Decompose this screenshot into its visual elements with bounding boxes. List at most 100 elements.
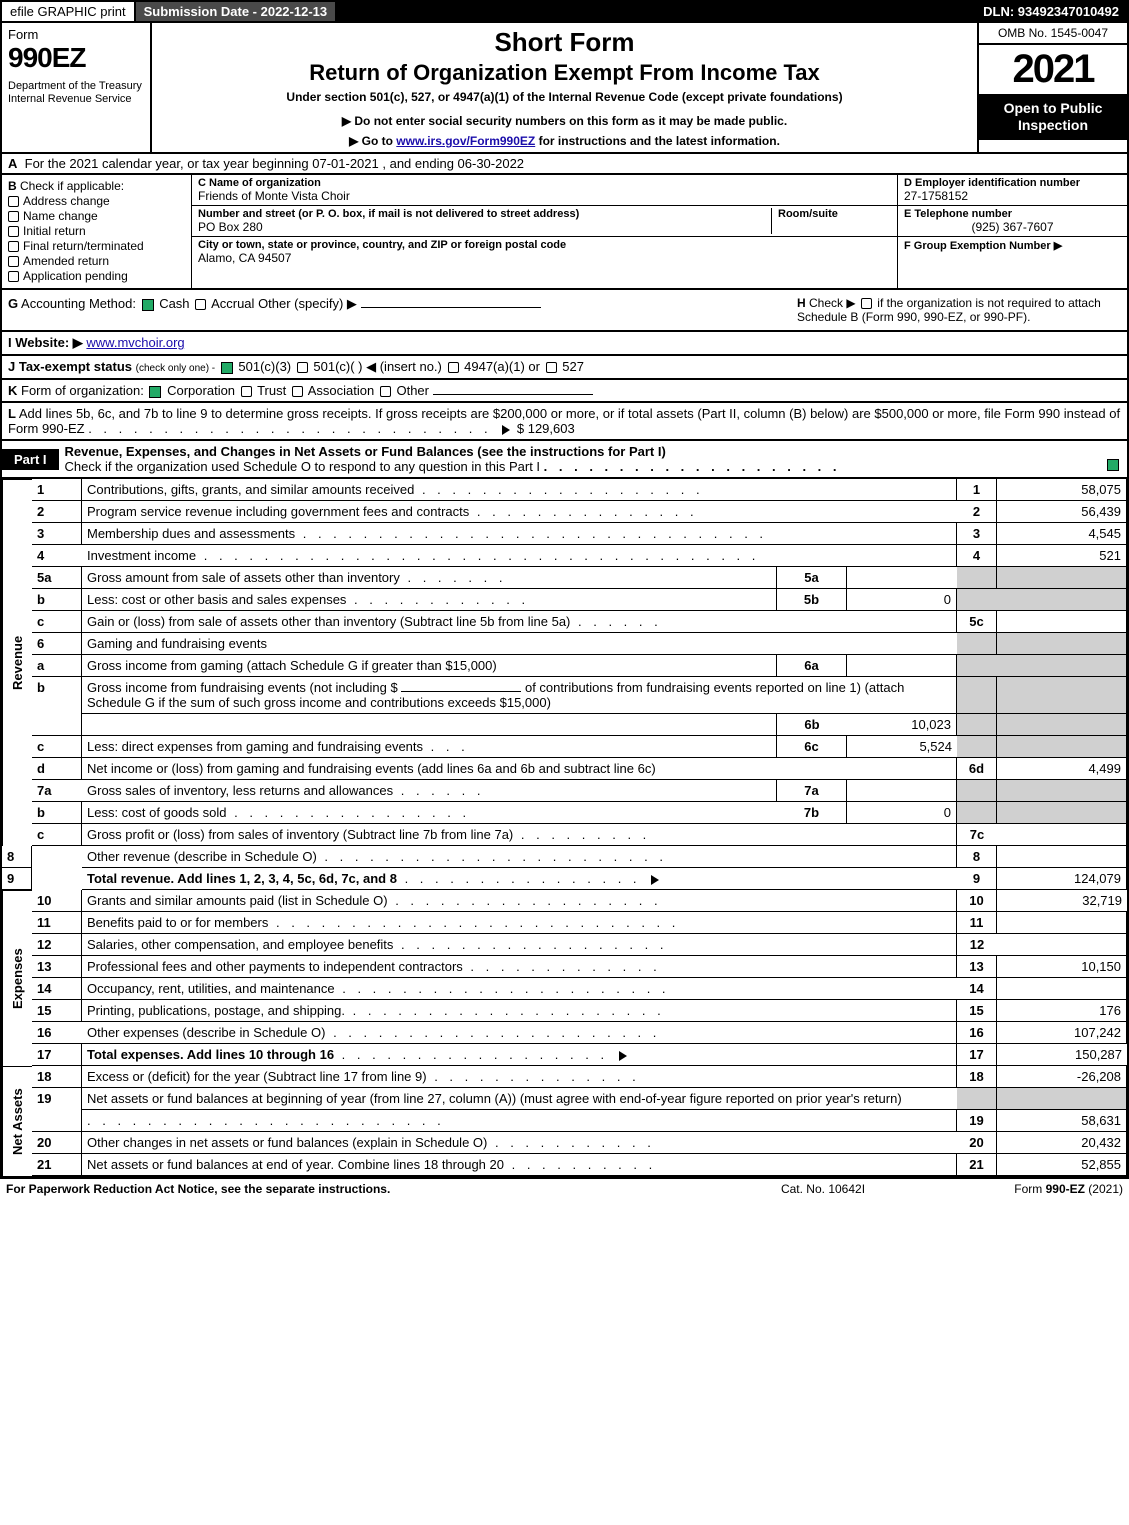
chk-name-change[interactable]: Name change — [8, 209, 185, 223]
amt-17: 150,287 — [997, 1044, 1127, 1066]
ln-6a: a — [32, 655, 82, 677]
short-form-title: Short Form — [162, 27, 967, 58]
checkbox-accrual-icon[interactable] — [195, 299, 206, 310]
instr2-post: for instructions and the latest informat… — [535, 134, 780, 148]
desc-7b: Less: cost of goods sold . . . . . . . .… — [82, 802, 777, 824]
line-g-label: G — [8, 296, 18, 311]
other-specify-input[interactable] — [361, 307, 541, 308]
other-k-input[interactable] — [433, 394, 593, 395]
header-right: OMB No. 1545-0047 2021 Open to Public In… — [977, 23, 1127, 152]
box-16: 16 — [957, 1022, 997, 1044]
chk-amended-return[interactable]: Amended return — [8, 254, 185, 268]
section-bcdef: B Check if applicable: Address change Na… — [0, 175, 1129, 290]
opt-527: 527 — [562, 359, 584, 374]
checkbox-other-icon[interactable] — [380, 386, 391, 397]
org-name-label: C Name of organization — [198, 177, 891, 189]
opt-501c3: 501(c)(3) — [238, 359, 291, 374]
form-header: Form 990EZ Department of the Treasury In… — [0, 23, 1129, 154]
shade-6b1 — [957, 677, 997, 714]
ln-5a: 5a — [32, 567, 82, 589]
shade-7a — [957, 780, 997, 802]
ln-16: 16 — [32, 1022, 82, 1044]
ln-3: 3 — [32, 523, 82, 545]
desc-12: Salaries, other compensation, and employ… — [82, 934, 957, 956]
amt-8 — [997, 846, 1127, 868]
checkbox-cash-checked-icon[interactable] — [142, 299, 154, 311]
box-15: 15 — [957, 1000, 997, 1022]
checkbox-527-icon[interactable] — [546, 362, 557, 373]
desc-6b-1: Gross income from fundraising events (no… — [82, 677, 957, 714]
box-13: 13 — [957, 956, 997, 978]
desc-6a: Gross income from gaming (attach Schedul… — [82, 655, 777, 677]
omb-number: OMB No. 1545-0047 — [979, 23, 1127, 45]
tel-label: E Telephone number — [904, 208, 1121, 220]
chk-initial-return[interactable]: Initial return — [8, 224, 185, 238]
form-word: Form — [8, 27, 144, 42]
top-bar: efile GRAPHIC print Submission Date - 20… — [0, 0, 1129, 23]
checkbox-icon — [8, 256, 19, 267]
amt-9: 124,079 — [997, 868, 1127, 890]
checkbox-assoc-icon[interactable] — [292, 386, 303, 397]
amt-15: 176 — [997, 1000, 1127, 1022]
opt-other-k: Other — [396, 383, 429, 398]
dots: . . . . . . . . . . . . . . . . . . . . — [544, 459, 841, 474]
checkbox-501c-icon[interactable] — [297, 362, 308, 373]
tel-value: (925) 367-7607 — [904, 220, 1121, 234]
contrib-input[interactable] — [401, 691, 521, 692]
desc-19a: Net assets or fund balances at beginning… — [82, 1088, 957, 1110]
website-link[interactable]: www.mvchoir.org — [86, 335, 184, 350]
checkbox-501c3-checked-icon[interactable] — [221, 362, 233, 374]
checkbox-h-icon[interactable] — [861, 298, 872, 309]
il-6c: 6c — [777, 736, 847, 758]
line-a-text: For the 2021 calendar year, or tax year … — [25, 156, 524, 171]
ia-7b: 0 — [847, 802, 957, 824]
instruction-1: ▶ Do not enter social security numbers o… — [162, 114, 967, 128]
footer-center: Cat. No. 10642I — [723, 1182, 923, 1196]
checkbox-schedule-o-checked-icon[interactable] — [1107, 459, 1119, 471]
header-left: Form 990EZ Department of the Treasury In… — [2, 23, 152, 152]
checkbox-4947-icon[interactable] — [448, 362, 459, 373]
il-6b: 6b — [777, 714, 847, 736]
group-exemption-label: F Group Exemption Number ▶ — [904, 239, 1121, 252]
ln-1: 1 — [32, 479, 82, 501]
org-name: Friends of Monte Vista Choir — [198, 189, 891, 203]
section-def: D Employer identification number 27-1758… — [897, 175, 1127, 288]
amt-2: 56,439 — [997, 501, 1127, 523]
room-label: Room/suite — [778, 208, 891, 220]
chk-address-change[interactable]: Address change — [8, 194, 185, 208]
shade-6 — [957, 633, 997, 655]
ia-7a — [847, 780, 957, 802]
street-value: PO Box 280 — [198, 220, 771, 234]
desc-19b: . . . . . . . . . . . . . . . . . . . . … — [82, 1110, 957, 1132]
desc-17: Total expenses. Add lines 10 through 16 … — [82, 1044, 957, 1066]
part-1-grid: Revenue 1 Contributions, gifts, grants, … — [0, 479, 1129, 1178]
desc-21: Net assets or fund balances at end of ye… — [82, 1154, 957, 1176]
checkbox-icon — [8, 271, 19, 282]
checkbox-trust-icon[interactable] — [241, 386, 252, 397]
checkbox-corp-checked-icon[interactable] — [149, 386, 161, 398]
ln-4: 4 — [32, 545, 82, 567]
line-k-text: Form of organization: — [21, 383, 144, 398]
ln-7a: 7a — [32, 780, 82, 802]
chk-application-pending[interactable]: Application pending — [8, 269, 185, 283]
amt-5c — [997, 611, 1127, 633]
box-6d: 6d — [957, 758, 997, 780]
line-l-amount: $ 129,603 — [517, 421, 575, 436]
amt-3: 4,545 — [997, 523, 1127, 545]
opt-other: Other (specify) ▶ — [258, 296, 357, 311]
ln-8: 8 — [2, 846, 32, 868]
amt-11 — [997, 912, 1127, 934]
shade-19 — [957, 1088, 997, 1110]
il-6a: 6a — [777, 655, 847, 677]
opt-4947: 4947(a)(1) or — [464, 359, 540, 374]
box-2: 2 — [957, 501, 997, 523]
opt-cash: Cash — [159, 296, 189, 311]
desc-5b: Less: cost or other basis and sales expe… — [82, 589, 777, 611]
chk-final-return[interactable]: Final return/terminated — [8, 239, 185, 253]
desc-14: Occupancy, rent, utilities, and maintena… — [82, 978, 957, 1000]
efile-print-label[interactable]: efile GRAPHIC print — [2, 2, 136, 21]
checkbox-icon — [8, 226, 19, 237]
ln-5c: c — [32, 611, 82, 633]
ln-7b: b — [32, 802, 82, 824]
irs-link[interactable]: www.irs.gov/Form990EZ — [396, 134, 535, 148]
